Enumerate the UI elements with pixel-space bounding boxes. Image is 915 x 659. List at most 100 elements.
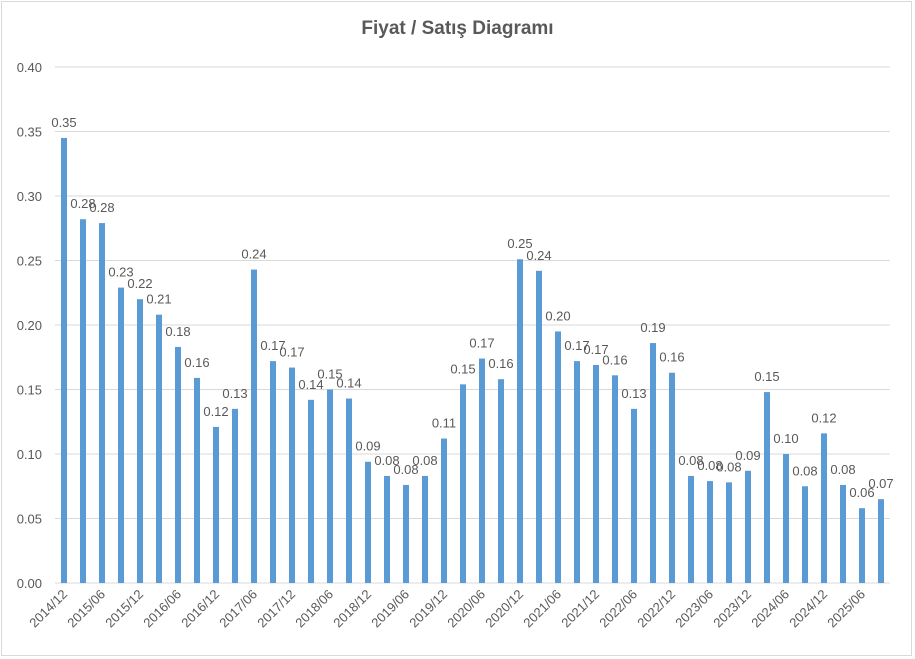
bar <box>118 287 124 583</box>
data-label: 0.18 <box>165 324 190 339</box>
x-tick-label: 2023/12 <box>710 587 754 631</box>
bar <box>517 259 523 583</box>
x-tick-label: 2019/06 <box>368 587 412 631</box>
bar <box>251 269 257 583</box>
y-tick-label: 0.05 <box>17 512 42 527</box>
x-tick-label: 2016/12 <box>178 587 222 631</box>
x-tick-label: 2015/06 <box>64 587 108 631</box>
bar <box>327 389 333 583</box>
data-label: 0.23 <box>108 265 133 280</box>
x-tick-label: 2017/06 <box>216 587 260 631</box>
data-label: 0.14 <box>336 376 361 391</box>
bar <box>593 364 599 583</box>
bar <box>80 219 86 583</box>
bar <box>612 375 618 583</box>
bar <box>821 433 827 583</box>
y-tick-label: 0.35 <box>17 125 42 140</box>
bar <box>346 398 352 583</box>
bar <box>859 508 865 583</box>
bar <box>669 372 675 583</box>
data-label: 0.08 <box>792 463 817 478</box>
bar <box>365 461 371 583</box>
bar <box>840 484 846 583</box>
y-tick-label: 0.25 <box>17 254 42 269</box>
bar <box>555 331 561 583</box>
data-label: 0.08 <box>374 453 399 468</box>
data-label: 0.15 <box>754 369 779 384</box>
data-label: 0.12 <box>203 404 228 419</box>
data-label: 0.08 <box>678 453 703 468</box>
data-label: 0.22 <box>127 276 152 291</box>
data-label: 0.08 <box>412 453 437 468</box>
bar <box>688 475 694 583</box>
x-tick-label: 2019/12 <box>406 587 450 631</box>
chart-title: Fiyat / Satış Diagramı <box>361 18 554 39</box>
bar <box>289 367 295 583</box>
data-label: 0.15 <box>317 367 342 382</box>
y-tick-label: 0.40 <box>17 60 42 75</box>
data-label: 0.24 <box>241 247 266 262</box>
bar <box>726 482 732 583</box>
bar <box>878 499 884 583</box>
bar <box>460 384 466 583</box>
bar <box>441 438 447 583</box>
x-tick-label: 2016/06 <box>140 587 184 631</box>
bar <box>764 392 770 583</box>
bar <box>403 484 409 583</box>
data-label: 0.16 <box>659 350 684 365</box>
bar <box>783 454 789 583</box>
x-tick-label: 2020/06 <box>444 587 488 631</box>
bar <box>156 314 162 583</box>
y-tick-label: 0.10 <box>17 447 42 462</box>
bar <box>61 137 67 583</box>
data-label: 0.17 <box>469 336 494 351</box>
data-label: 0.20 <box>545 308 570 323</box>
data-label: 0.11 <box>432 416 456 431</box>
data-label: 0.28 <box>89 200 114 215</box>
data-label: 0.17 <box>260 338 285 353</box>
data-label: 0.25 <box>507 236 532 251</box>
x-tick-label: 2018/06 <box>292 587 336 631</box>
x-tick-label: 2020/12 <box>482 587 526 631</box>
x-tick-label: 2024/06 <box>748 587 792 631</box>
x-tick-label: 2017/12 <box>254 587 298 631</box>
bar <box>536 270 542 583</box>
data-label: 0.21 <box>146 292 171 307</box>
bar <box>650 343 656 583</box>
data-label: 0.16 <box>184 355 209 370</box>
x-tick-label: 2021/12 <box>558 587 602 631</box>
bar <box>422 475 428 583</box>
data-label: 0.19 <box>640 320 665 335</box>
bar <box>745 470 751 583</box>
bar <box>384 475 390 583</box>
bar <box>479 358 485 583</box>
data-label: 0.35 <box>51 115 76 130</box>
data-label: 0.28 <box>70 196 95 211</box>
y-tick-label: 0.20 <box>17 318 42 333</box>
bar <box>574 361 580 583</box>
bar <box>232 408 238 583</box>
y-tick-label: 0.00 <box>17 576 42 591</box>
bar <box>802 486 808 583</box>
data-label: 0.13 <box>222 386 247 401</box>
x-tick-label: 2021/06 <box>520 587 564 631</box>
x-tick-label: 2015/12 <box>102 587 146 631</box>
bar <box>99 223 105 583</box>
x-tick-label: 2014/12 <box>26 587 70 631</box>
data-label: 0.07 <box>868 476 893 491</box>
y-tick-label: 0.15 <box>17 383 42 398</box>
data-label: 0.16 <box>602 352 627 367</box>
data-label: 0.16 <box>488 356 513 371</box>
bar <box>707 481 713 583</box>
data-label: 0.24 <box>526 248 551 263</box>
data-label: 0.08 <box>393 462 418 477</box>
data-label: 0.06 <box>849 485 874 500</box>
data-label: 0.12 <box>811 410 836 425</box>
x-tick-label: 2023/06 <box>672 587 716 631</box>
x-tick-label: 2024/12 <box>786 587 830 631</box>
bar <box>175 346 181 583</box>
x-tick-label: 2025/06 <box>824 587 868 631</box>
bar <box>631 408 637 583</box>
bar <box>308 399 314 583</box>
